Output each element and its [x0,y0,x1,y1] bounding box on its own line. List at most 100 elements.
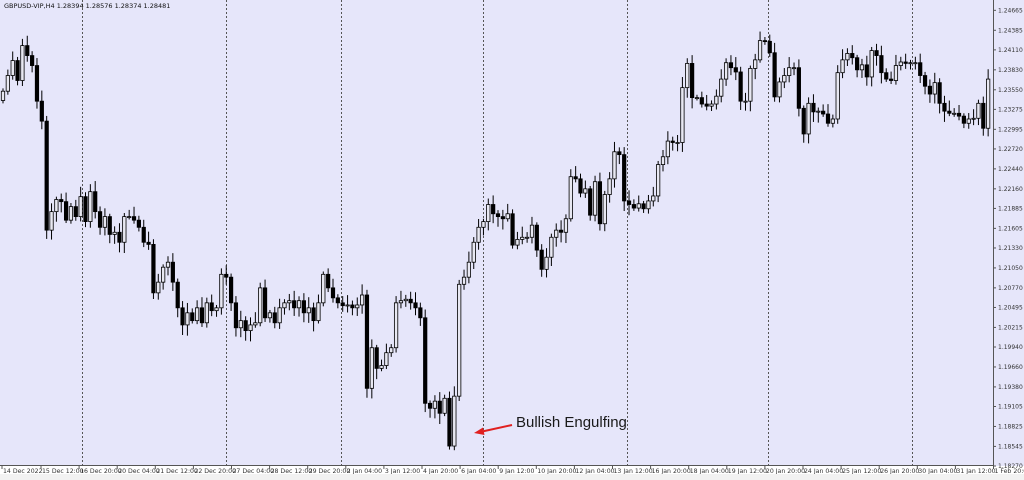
candle [777,77,782,103]
bearish-candle-body [301,300,306,314]
bullish-candle-body [709,103,714,107]
candle [83,192,88,228]
candle [330,278,336,303]
candle [131,206,137,224]
bearish-candle-body [209,302,214,312]
bullish-candle-body [787,67,792,76]
candle [631,199,636,211]
candle [520,226,525,245]
candle [787,57,792,83]
candle [607,172,612,203]
bearish-candle-body [272,312,277,324]
bearish-candle-body [491,204,496,215]
price-tick-label: 1.24385 [998,27,1023,34]
candle [369,339,374,399]
candle [578,173,583,198]
bullish-candle-body [248,324,253,332]
bearish-candle-body [170,261,175,283]
candle [806,97,811,144]
candle [364,289,370,398]
bearish-candle-body [728,62,734,69]
bullish-candle-body [554,229,559,238]
time-tick-label: 22 Dec 20:00 [194,468,236,475]
bearish-candle-body [855,57,860,71]
time-tick-label: 1 Feb 20:00 [995,468,1024,475]
candle [238,310,243,338]
bearish-candle-body [15,60,20,81]
candle [583,180,588,198]
bearish-candle-body [821,110,826,115]
price-tick-label: 1.18825 [998,423,1023,430]
price-tick-label: 1.22995 [998,126,1023,133]
candle [379,359,384,372]
bullish-candle-body [287,300,292,304]
candle [529,216,535,244]
bullish-candle-body [816,110,821,113]
bearish-candle-body [233,302,239,329]
candle [452,386,457,451]
candle [457,279,462,401]
bearish-candle-body [141,226,146,243]
bullish-candle-body [466,261,471,278]
candle [466,251,471,284]
bullish-candle-body [156,281,161,294]
time-tick-label: 15 Dec 12:00 [42,468,84,475]
candle [888,71,894,85]
bullish-candle-body [258,287,263,324]
candle [102,208,108,236]
bullish-candle-body [913,62,918,65]
bullish-candle-body [461,276,467,285]
time-tick-label: 30 Jan 04:00 [918,468,957,475]
candle [709,100,714,111]
time-tick-label: 14 Dec 2022 [3,468,43,475]
candle [971,109,976,126]
candle [447,391,452,450]
bearish-candle-body [874,50,879,56]
bearish-candle-body [918,62,923,76]
candle [345,295,350,313]
candle [112,226,117,244]
candle [136,215,141,232]
candle [782,68,787,89]
candle [665,131,670,165]
candle [175,278,180,318]
candle [539,244,544,277]
candle [170,253,175,291]
candle [15,56,20,86]
price-tick-label: 1.18545 [998,443,1023,450]
candle [675,134,680,152]
candle [486,198,491,231]
bearish-candle-body [243,320,248,332]
price-tick-label: 1.21050 [998,265,1023,272]
bullish-candle-body [976,102,981,119]
bullish-candle-body [321,273,326,304]
bearish-candle-body [326,273,331,289]
period-separators [82,0,913,466]
candle [427,400,433,418]
time-tick-label: 12 Jan 04:00 [575,468,614,475]
candle [680,77,685,152]
bearish-candle-body [704,103,709,107]
bullish-candle-body [893,65,899,81]
bullish-candle-body [403,298,408,302]
candle [981,96,986,136]
bullish-candle-body [612,151,617,180]
bullish-candle-body [102,216,108,228]
candle [796,59,801,117]
bullish-candle-body [471,241,476,263]
bullish-candle-body [78,196,83,218]
bullish-candle-body [112,231,117,235]
price-tick-label: 1.21885 [998,205,1023,212]
candle [757,31,763,63]
bullish-candle-body [5,75,10,92]
candle [738,66,743,110]
bearish-candle-body [199,307,205,324]
bearish-candle-body [34,65,40,102]
candle [772,42,777,102]
bearish-candle-body [738,71,743,102]
bearish-candle-body [801,107,806,135]
candle [97,206,103,235]
bullish-candle-body [568,176,573,220]
candle [127,209,132,220]
